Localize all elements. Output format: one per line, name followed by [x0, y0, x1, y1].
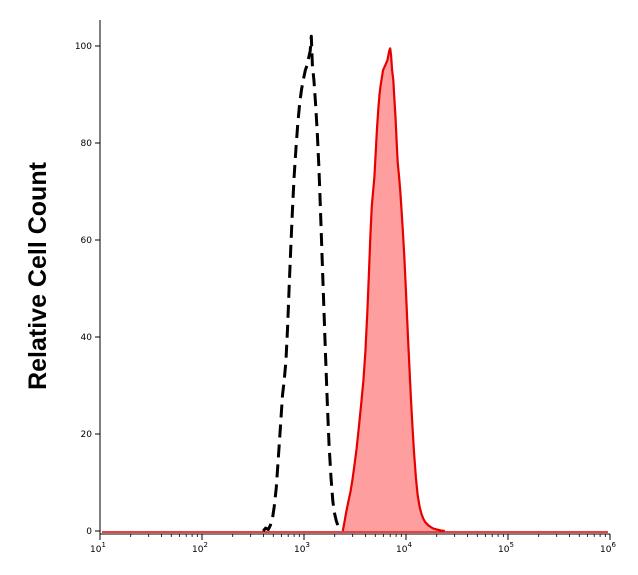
y-tick-label-100: 100: [75, 42, 92, 52]
series-2-line: [341, 47, 445, 533]
y-tick-label-20: 20: [81, 430, 93, 440]
series-2-area: [342, 48, 445, 532]
axes: 0 20 40 60 80 100 101 102 103 104 105 106: [75, 20, 616, 555]
y-tick-label-60: 60: [81, 236, 93, 246]
plot-area: [102, 34, 608, 533]
y-axis-label: Relative Cell Count: [24, 161, 52, 389]
x-tick-label-3: 103: [294, 541, 310, 555]
x-tick-label-5: 105: [498, 541, 514, 555]
x-tick-label-2: 102: [192, 541, 208, 555]
y-tick-label-0: 0: [86, 527, 92, 537]
y-tick-label-40: 40: [81, 333, 93, 343]
x-tick-label-6: 106: [600, 541, 616, 555]
series-1-line: [262, 34, 343, 532]
x-tick-label-1: 101: [90, 541, 106, 555]
x-tick-label-4: 104: [396, 541, 412, 555]
y-tick-label-80: 80: [81, 139, 93, 149]
